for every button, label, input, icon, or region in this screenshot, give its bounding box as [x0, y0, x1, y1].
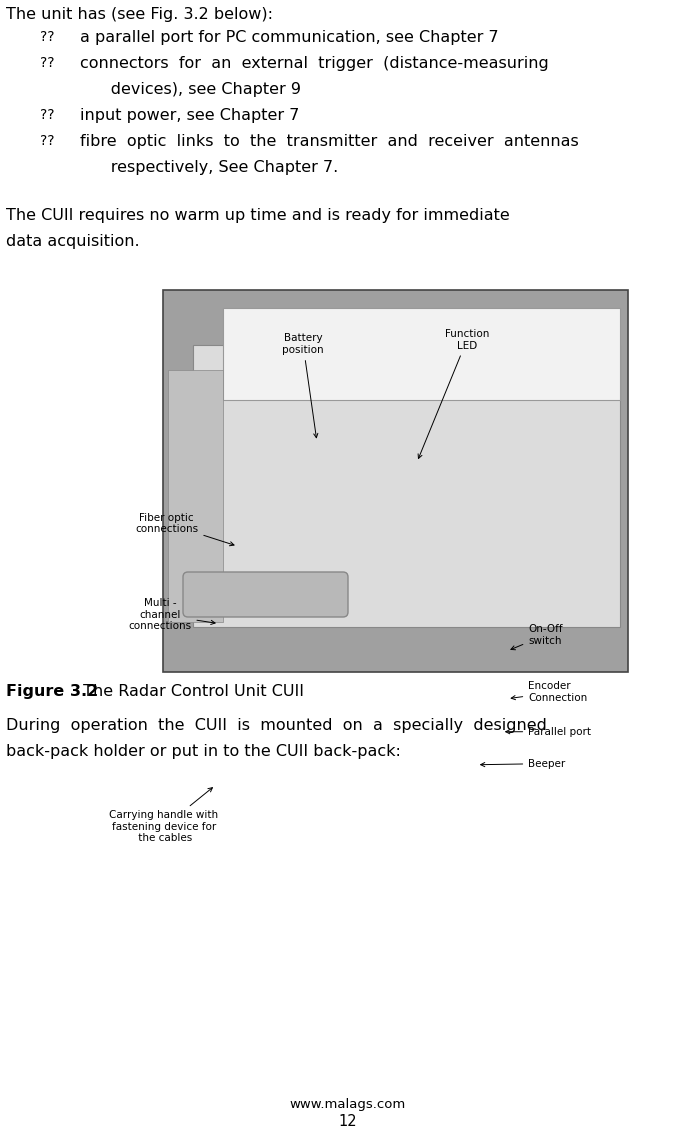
Text: www.malags.com: www.malags.com [289, 1098, 406, 1111]
Text: Battery
position: Battery position [282, 333, 324, 438]
Text: respectively, See Chapter 7.: respectively, See Chapter 7. [80, 160, 338, 175]
Text: Beeper: Beeper [481, 759, 566, 768]
Text: ??: ?? [40, 108, 54, 122]
Text: Fiber optic
connections: Fiber optic connections [136, 513, 234, 546]
Text: Multi -
channel
connections: Multi - channel connections [129, 597, 215, 632]
Text: 12: 12 [338, 1114, 357, 1129]
Bar [193, 345, 620, 627]
Text: devices), see Chapter 9: devices), see Chapter 9 [80, 82, 301, 97]
Text: Parallel port: Parallel port [506, 727, 591, 736]
Bar [223, 308, 620, 399]
Text: Function
LED: Function LED [418, 329, 489, 459]
Text: ??: ?? [40, 134, 54, 148]
Text: The unit has (see Fig. 3.2 below):: The unit has (see Fig. 3.2 below): [6, 7, 273, 22]
Text: ??: ?? [40, 56, 54, 71]
Text: connectors  for  an  external  trigger  (distance-measuring: connectors for an external trigger (dist… [80, 56, 548, 71]
Text: data acquisition.: data acquisition. [6, 234, 140, 249]
Text: Encoder
Connection: Encoder Connection [512, 682, 587, 702]
Text: fibre  optic  links  to  the  transmitter  and  receiver  antennas: fibre optic links to the transmitter and… [80, 134, 579, 149]
Text: During  operation  the  CUII  is  mounted  on  a  specially  designed: During operation the CUII is mounted on … [6, 718, 547, 733]
Text: Figure 3.2: Figure 3.2 [6, 684, 98, 699]
Text: back-pack holder or put in to the CUII back-pack:: back-pack holder or put in to the CUII b… [6, 744, 401, 759]
Text: Carrying handle with
fastening device for
 the cables: Carrying handle with fastening device fo… [109, 787, 219, 843]
Text: ??: ?? [40, 30, 54, 44]
Bar [163, 290, 628, 673]
Text: On-Off
switch: On-Off switch [511, 625, 563, 650]
Bar [168, 370, 223, 622]
Text: input power, see Chapter 7: input power, see Chapter 7 [80, 108, 300, 123]
Text: The CUII requires no warm up time and is ready for immediate: The CUII requires no warm up time and is… [6, 208, 509, 223]
Text: a parallel port for PC communication, see Chapter 7: a parallel port for PC communication, se… [80, 30, 498, 46]
Text: The Radar Control Unit CUII: The Radar Control Unit CUII [78, 684, 304, 699]
FancyBboxPatch shape [183, 572, 348, 617]
